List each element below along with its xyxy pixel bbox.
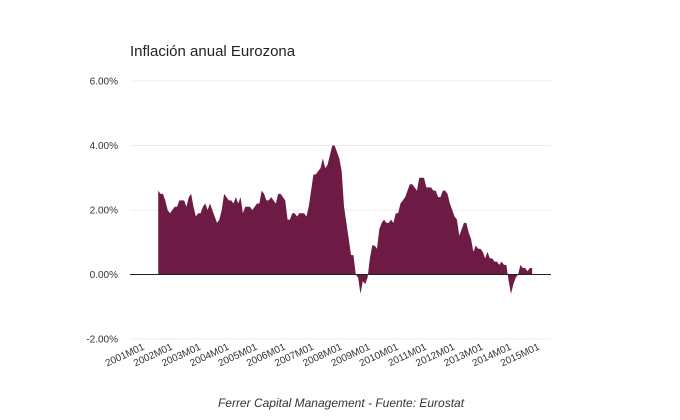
y-tick-label: -2.00%	[86, 335, 118, 346]
y-tick-label: 4.00%	[90, 141, 118, 152]
y-tick-label: 2.00%	[90, 206, 118, 217]
x-axis: 2001M012002M012003M012004M012005M012006M…	[104, 342, 542, 370]
y-tick-label: 0.00%	[90, 270, 118, 281]
chart-source: Ferrer Capital Management - Fuente: Euro…	[218, 396, 465, 410]
inflation-area-series	[158, 145, 533, 294]
chart-title: Inflación anual Eurozona	[130, 43, 296, 60]
y-tick-label: 6.00%	[90, 77, 118, 88]
y-axis: 6.00% 4.00% 2.00% 0.00% -2.00%	[86, 77, 118, 346]
